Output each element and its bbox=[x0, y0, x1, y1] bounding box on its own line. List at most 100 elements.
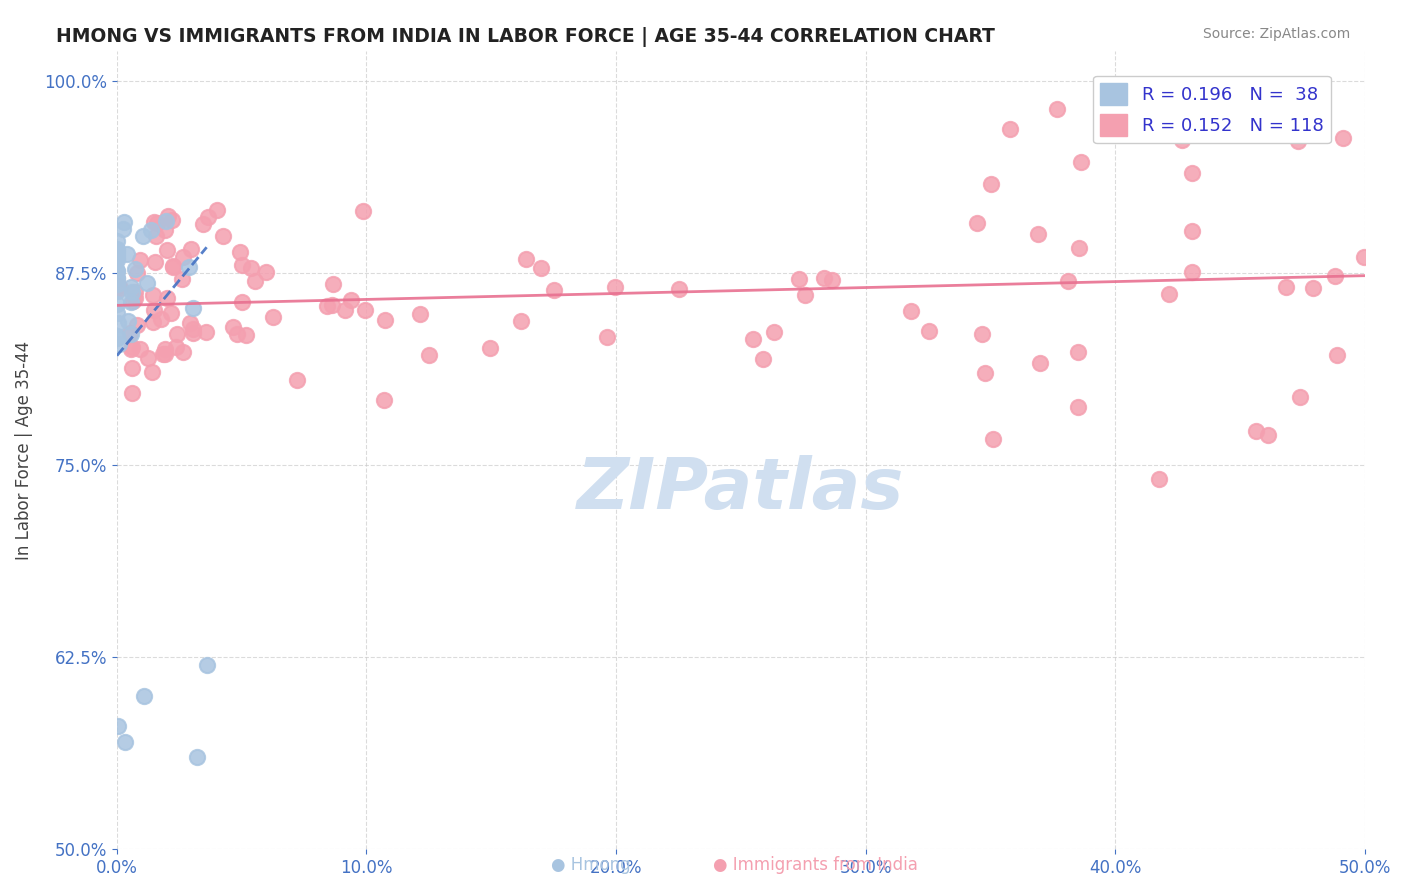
Immigrants from India bbox=[195, 325, 218, 339]
Immigrants from India bbox=[124, 291, 146, 305]
Immigrants from India bbox=[231, 295, 253, 310]
Immigrants from India bbox=[121, 385, 143, 400]
Immigrants from India bbox=[752, 352, 775, 367]
Immigrants from India bbox=[1275, 280, 1298, 294]
Immigrants from India bbox=[191, 217, 214, 231]
Hmong bbox=[124, 261, 146, 276]
Immigrants from India bbox=[142, 315, 165, 329]
Immigrants from India bbox=[262, 310, 284, 325]
Hmong bbox=[105, 242, 128, 256]
Immigrants from India bbox=[225, 327, 247, 342]
Hmong bbox=[105, 297, 128, 311]
Immigrants from India bbox=[1171, 133, 1194, 147]
Immigrants from India bbox=[1353, 250, 1375, 264]
Hmong bbox=[139, 223, 162, 237]
Immigrants from India bbox=[596, 330, 619, 344]
Hmong bbox=[112, 215, 135, 229]
Immigrants from India bbox=[120, 326, 142, 341]
Immigrants from India bbox=[142, 287, 165, 301]
Immigrants from India bbox=[285, 373, 308, 387]
Hmong bbox=[131, 229, 153, 244]
Immigrants from India bbox=[152, 347, 174, 361]
Hmong bbox=[136, 277, 159, 291]
Immigrants from India bbox=[543, 283, 565, 297]
Immigrants from India bbox=[129, 253, 152, 268]
Immigrants from India bbox=[172, 345, 194, 359]
Immigrants from India bbox=[763, 326, 786, 340]
Immigrants from India bbox=[980, 178, 1002, 192]
Immigrants from India bbox=[340, 293, 363, 308]
Immigrants from India bbox=[128, 342, 150, 356]
Immigrants from India bbox=[120, 342, 142, 356]
Hmong bbox=[114, 735, 136, 749]
Hmong bbox=[195, 657, 218, 672]
Immigrants from India bbox=[141, 364, 163, 378]
Immigrants from India bbox=[1069, 241, 1091, 255]
Immigrants from India bbox=[981, 432, 1004, 446]
Immigrants from India bbox=[373, 393, 395, 408]
Hmong bbox=[115, 247, 138, 261]
Immigrants from India bbox=[197, 211, 219, 225]
Immigrants from India bbox=[787, 271, 810, 285]
Immigrants from India bbox=[108, 281, 131, 295]
Text: ● Immigrants from India: ● Immigrants from India bbox=[713, 856, 918, 874]
Immigrants from India bbox=[205, 202, 228, 217]
Hmong bbox=[107, 284, 129, 298]
Immigrants from India bbox=[156, 243, 179, 257]
Immigrants from India bbox=[813, 271, 835, 285]
Immigrants from India bbox=[159, 306, 181, 320]
Immigrants from India bbox=[972, 327, 994, 342]
Immigrants from India bbox=[1067, 344, 1090, 359]
Immigrants from India bbox=[239, 261, 262, 276]
Immigrants from India bbox=[156, 291, 179, 305]
Immigrants from India bbox=[121, 340, 143, 354]
Immigrants from India bbox=[122, 293, 145, 308]
Immigrants from India bbox=[221, 320, 243, 334]
Hmong bbox=[120, 295, 142, 310]
Immigrants from India bbox=[1046, 102, 1069, 116]
Immigrants from India bbox=[515, 252, 537, 267]
Hmong bbox=[105, 264, 128, 278]
Immigrants from India bbox=[742, 332, 765, 346]
Immigrants from India bbox=[146, 216, 169, 230]
Immigrants from India bbox=[998, 121, 1021, 136]
Immigrants from India bbox=[181, 326, 204, 340]
Immigrants from India bbox=[172, 250, 194, 264]
Immigrants from India bbox=[145, 228, 167, 243]
Immigrants from India bbox=[1257, 428, 1279, 442]
Immigrants from India bbox=[180, 243, 202, 257]
Hmong bbox=[105, 328, 128, 343]
Immigrants from India bbox=[121, 361, 143, 376]
Text: HMONG VS IMMIGRANTS FROM INDIA IN LABOR FORCE | AGE 35-44 CORRELATION CHART: HMONG VS IMMIGRANTS FROM INDIA IN LABOR … bbox=[56, 27, 995, 46]
Hmong bbox=[105, 250, 128, 264]
Hmong bbox=[107, 316, 129, 330]
Immigrants from India bbox=[243, 275, 266, 289]
Immigrants from India bbox=[160, 212, 183, 227]
Immigrants from India bbox=[235, 327, 257, 342]
Hmong bbox=[107, 719, 129, 733]
Immigrants from India bbox=[212, 229, 235, 244]
Immigrants from India bbox=[179, 316, 201, 330]
Immigrants from India bbox=[352, 204, 374, 219]
Immigrants from India bbox=[157, 209, 180, 223]
Hmong bbox=[134, 689, 156, 703]
Immigrants from India bbox=[333, 303, 356, 318]
Immigrants from India bbox=[162, 259, 184, 273]
Hmong bbox=[121, 285, 143, 300]
Hmong bbox=[120, 280, 142, 294]
Immigrants from India bbox=[374, 313, 396, 327]
Immigrants from India bbox=[479, 341, 502, 355]
Immigrants from India bbox=[1026, 227, 1049, 241]
Immigrants from India bbox=[153, 347, 176, 361]
Hmong bbox=[105, 253, 128, 268]
Immigrants from India bbox=[170, 272, 193, 286]
Immigrants from India bbox=[1180, 265, 1202, 279]
Immigrants from India bbox=[1067, 401, 1090, 415]
Hmong bbox=[105, 234, 128, 248]
Hmong bbox=[105, 277, 128, 291]
Immigrants from India bbox=[143, 215, 166, 229]
Immigrants from India bbox=[1057, 274, 1080, 288]
Immigrants from India bbox=[668, 282, 690, 296]
Immigrants from India bbox=[125, 318, 148, 333]
Immigrants from India bbox=[229, 245, 252, 260]
